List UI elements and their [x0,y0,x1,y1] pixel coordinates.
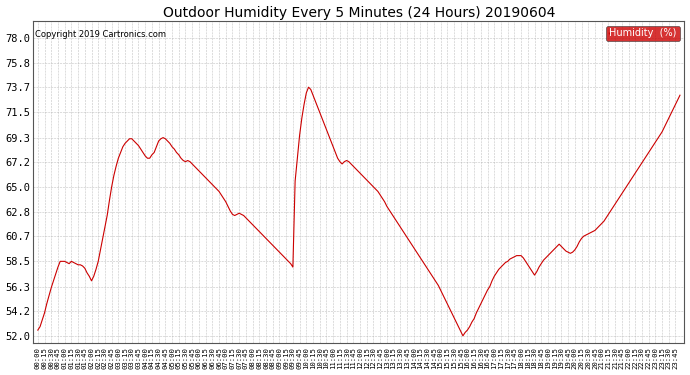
Text: Copyright 2019 Cartronics.com: Copyright 2019 Cartronics.com [34,30,166,39]
Title: Outdoor Humidity Every 5 Minutes (24 Hours) 20190604: Outdoor Humidity Every 5 Minutes (24 Hou… [163,6,555,20]
Legend: Humidity  (%): Humidity (%) [607,26,680,41]
